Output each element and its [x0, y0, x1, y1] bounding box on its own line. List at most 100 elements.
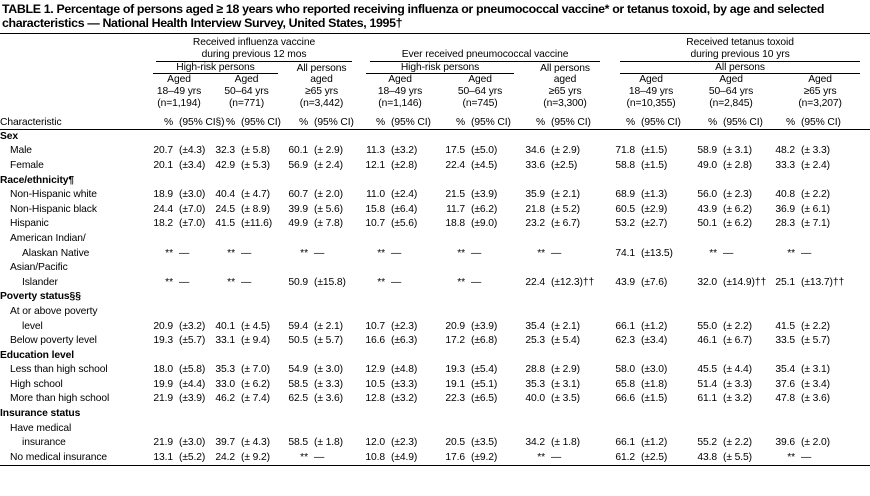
subgroup-header: High-risk persons [148, 62, 283, 75]
cell-pct: 21.9 [153, 437, 173, 449]
column-header: Aged ≥65 yrs (n=3,207) [770, 74, 870, 109]
column-header-line: Aged [167, 74, 191, 86]
cell-pct: ** [377, 247, 386, 259]
cell-ci: (±4.3) [179, 145, 206, 157]
row-label-line: Islander [22, 276, 58, 288]
data-table: Received influenza vaccine during previou… [0, 34, 870, 467]
cell-pct: 40.8 [775, 189, 796, 201]
cell-pct: 58.9 [697, 145, 718, 157]
cell-ci: — [798, 450, 870, 467]
column-header-line: ≥65 yrs [305, 86, 339, 98]
cell-pct: 10.8 [360, 450, 389, 467]
column-header-line: (n=1,194) [157, 97, 201, 109]
cell-ci: (±3.0) [179, 437, 206, 449]
cell-pct: 24.2 [210, 450, 238, 467]
column-header-line: (n=3,300) [543, 97, 587, 109]
cell-pct: 48.2 [775, 145, 796, 157]
cell-ci: (±12.3)†† [551, 276, 595, 288]
column-header-line: (n=771) [228, 97, 265, 109]
cell-ci: (±5.1) [471, 378, 498, 390]
cell-ci: (±7.6) [641, 276, 668, 288]
cell-pct: 19.1 [445, 378, 466, 390]
cell-pct: 37.6 [775, 378, 796, 390]
cell-pct: 11.7 [446, 203, 466, 215]
data-row: American Indian/Alaskan Native ** — ** — ** — *… [0, 232, 870, 261]
cell-pct: 58.8 [615, 159, 636, 171]
data-row: Female 20.1 (±3.4) 42.9 (± 5.3) 56.9 (± 2.4) 12… [0, 159, 870, 174]
cell-ci: (±9.2) [468, 450, 521, 467]
cell-ci: (±6.2) [471, 203, 498, 215]
unit-pct: % [692, 109, 721, 130]
cell-ci: (± 5.7) [801, 335, 831, 347]
section-row: Education level [0, 349, 870, 364]
group-header-line: during previous 10 yrs [690, 48, 790, 60]
cell-ci: (±5.4) [471, 364, 498, 376]
header-row: High-risk persons All persons aged ≥65 yrs(… [0, 62, 870, 109]
unit-pct: % [148, 109, 176, 130]
cell-pct: 10.5 [365, 378, 386, 390]
cell-pct: 28.3 [775, 218, 796, 230]
cell-pct: 45.5 [697, 364, 718, 376]
cell-pct: 20.1 [153, 159, 173, 171]
unit-pct: % [210, 109, 238, 130]
group-header-line: Ever received pneumococcal vaccine [401, 48, 569, 60]
data-row: No medical insurance 13.1 (±5.2) 24.2 (± 9.2… [0, 450, 870, 467]
cell-ci: (± 6.2) [723, 203, 753, 215]
row-label-line: Below poverty level [10, 335, 97, 347]
cell-ci: — [314, 247, 325, 259]
row-label-line: Have medical [10, 422, 72, 434]
cell-pct: 23.2 [525, 218, 546, 230]
section-label: Education level [0, 349, 75, 361]
cell-pct: 21.9 [153, 393, 173, 405]
cell-ci: (± 3.4) [801, 378, 831, 390]
units-row: Characteristic% (95% CI§)% (95% CI)% (95% C… [0, 109, 870, 130]
row-label: Non-Hispanic black [0, 203, 148, 218]
row-label-line: Less than high school [10, 364, 108, 376]
cell-pct: 15.8 [365, 203, 386, 215]
header-row: Aged 18–49 yrs (n=1,194) Aged 50–64 yrs (n=77… [0, 74, 870, 109]
cell-pct: 20.5 [445, 437, 466, 449]
group-header: Ever received pneumococcal vaccine [360, 34, 610, 62]
cell-pct: 49.0 [697, 159, 718, 171]
cell-pct: 10.7 [365, 320, 386, 332]
cell-pct: 40.1 [215, 320, 235, 332]
row-label-line: At or above poverty [10, 305, 98, 317]
cell-pct: 19.3 [445, 364, 466, 376]
cell-pct: 35.4 [775, 364, 796, 376]
cell-ci: (± 5.2) [551, 203, 581, 215]
table-title: TABLE 1. Percentage of persons aged ≥ 18… [0, 0, 870, 34]
cell-pct: 39.9 [288, 203, 308, 215]
column-header-line: aged [553, 74, 577, 86]
cell-pct: 46.1 [697, 335, 718, 347]
cell-ci: (±6.3) [391, 335, 418, 347]
column-header-line: (n=1,146) [378, 97, 422, 109]
row-label-line: Non-Hispanic white [10, 189, 97, 201]
cell-ci: (±2.5) [638, 450, 693, 467]
row-label: At or above poverty level [0, 305, 148, 334]
cell-ci: (± 3.1) [801, 364, 831, 376]
cell-ci: (± 3.6) [801, 393, 831, 405]
row-label-line: American Indian/ [10, 232, 86, 244]
cell-ci: (± 6.7) [551, 218, 581, 230]
cell-pct: 65.8 [615, 378, 636, 390]
cell-pct: 35.3 [525, 378, 546, 390]
cell-ci: (± 2.8) [723, 159, 753, 171]
cell-ci: (± 2.4) [314, 159, 343, 171]
cell-pct: 39.6 [775, 437, 796, 449]
cell-ci: (± 5.8) [241, 145, 270, 157]
cell-pct: 25.1 [775, 276, 796, 288]
group-header: Received tetanus toxoid during previous 1… [610, 34, 870, 62]
cell-ci: (± 6.2) [241, 378, 270, 390]
cell-ci: (± 3.1) [551, 378, 581, 390]
cell-pct: 33.1 [215, 335, 235, 347]
cell-pct: 51.4 [697, 378, 718, 390]
cell-ci: (±2.5) [551, 159, 578, 171]
cell-ci: (±3.4) [179, 159, 206, 171]
cell-pct: 59.4 [288, 320, 308, 332]
column-header-line: Aged [388, 74, 412, 86]
cell-pct: 32.0 [697, 276, 718, 288]
cell-ci: (±14.9)†† [723, 276, 767, 288]
cell-ci: (±5.0) [471, 145, 498, 157]
cell-ci: (±1.5) [641, 393, 668, 405]
cell-pct: 58.0 [615, 364, 636, 376]
